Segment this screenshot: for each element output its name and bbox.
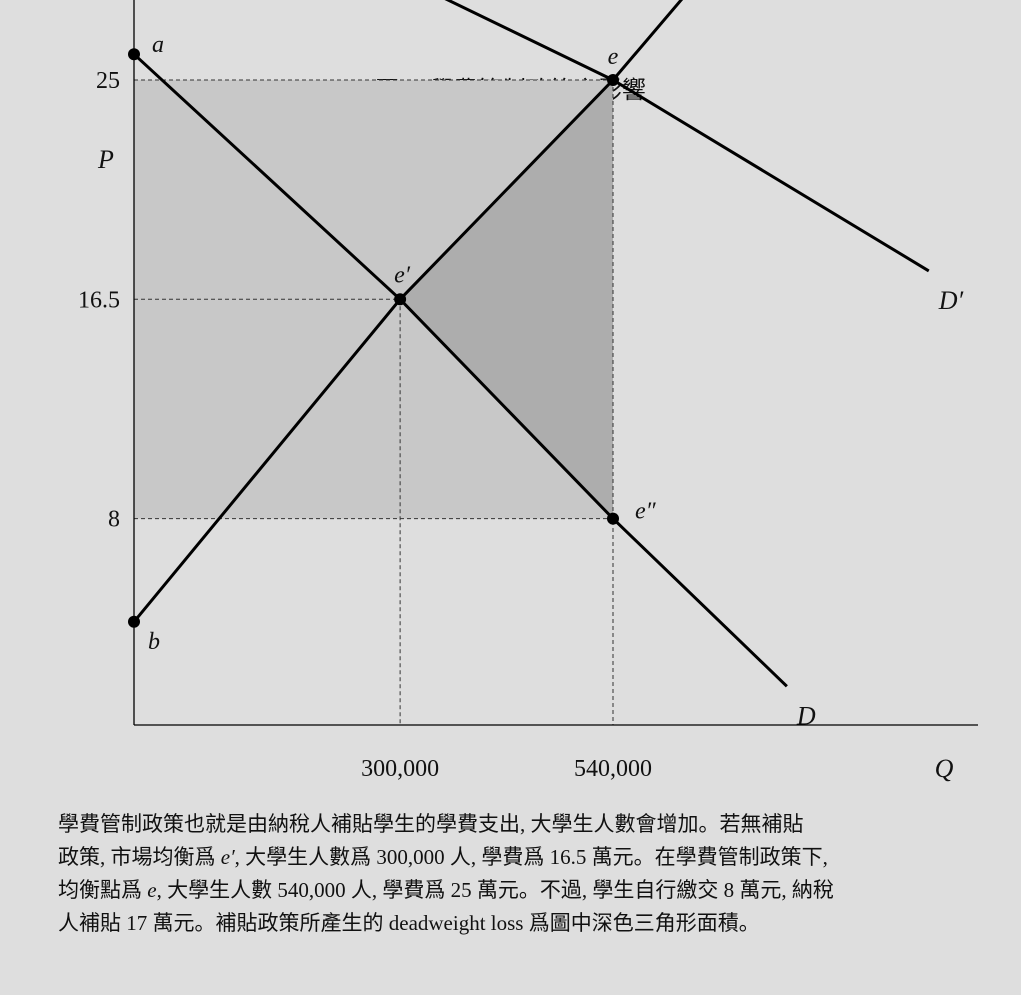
point-e	[607, 74, 619, 86]
point-e-prime	[394, 293, 407, 306]
x-axis-label: Q	[935, 754, 954, 783]
caption-line-3-part-a: 均衡點爲	[58, 878, 148, 902]
point-e-double-prime	[607, 512, 619, 525]
y-tick-label-8: 8	[108, 507, 120, 533]
caption-line-3-part-b: , 大學生人數 540,000 人, 學費爲 25 萬元。不過, 學生自行繳交 …	[156, 878, 834, 902]
axes	[133, 0, 978, 726]
caption-line-3: 均衡點爲 e, 大學生人數 540,000 人, 學費爲 25 萬元。不過, 學…	[58, 874, 978, 907]
series-label-D: D	[796, 701, 816, 730]
point-label-a: a	[152, 32, 164, 58]
x-tick-label-300000: 300,000	[361, 756, 439, 782]
caption-line-3-point: e	[147, 878, 157, 902]
y-tick-label-165: 16.5	[78, 287, 120, 313]
caption-line-2-part-b: , 大學生人數爲 300,000 人, 學費爲 16.5 萬元。在學費管制政策下…	[234, 845, 828, 869]
point-label-e: e	[608, 44, 619, 70]
series-line-S	[132, 0, 684, 623]
caption-line-2-point: e′	[220, 845, 235, 869]
figure-caption: 學費管制政策也就是由納稅人補貼學生的學費支出, 大學生人數會增加。若無補貼 政策…	[58, 808, 978, 940]
x-tick-label-540000: 540,000	[574, 756, 652, 782]
point-b	[128, 615, 140, 628]
point-label-e-double-prime: e″	[635, 499, 657, 525]
dark-shaded-region	[400, 80, 613, 519]
point-label-b: b	[148, 629, 160, 655]
guide-lines	[134, 79, 614, 725]
series-line-D	[132, 53, 788, 688]
point-a	[128, 48, 140, 61]
y-tick-label-25: 25	[96, 68, 120, 94]
points	[128, 48, 619, 628]
point-label-e-prime: e′	[394, 262, 411, 288]
caption-line-2: 政策, 市場均衡爲 e′, 大學生人數爲 300,000 人, 學費爲 16.5…	[58, 841, 978, 874]
caption-line-2-part-a: 政策, 市場均衡爲	[58, 845, 221, 869]
series-label-D-prime: D′	[938, 286, 964, 315]
caption-line-4: 人補貼 17 萬元。補貼政策所產生的 deadweight loss 爲圖中深色…	[58, 911, 760, 935]
caption-line-1: 學費管制政策也就是由納稅人補貼學生的學費支出, 大學生人數會增加。若無補貼	[58, 812, 804, 836]
y-axis-label: P	[97, 145, 114, 174]
